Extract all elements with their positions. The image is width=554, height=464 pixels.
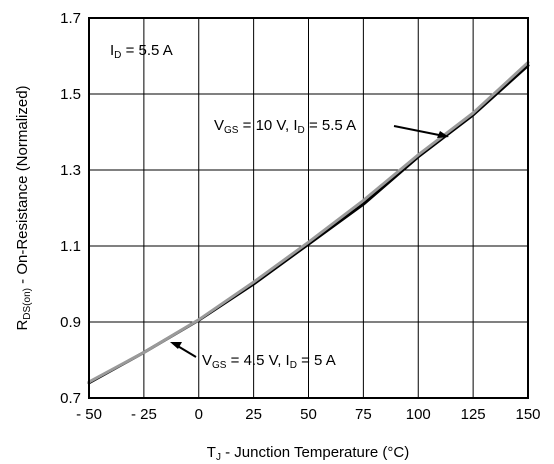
annotation-vgs-10: VGS = 10 V, ID = 5.5 A — [214, 117, 356, 136]
annotation-vgs-4-5-d: D — [290, 360, 297, 371]
x-tick-labels: - 50 - 25 0 25 50 75 100 125 150 — [76, 406, 540, 423]
x-tick-label: 75 — [355, 406, 372, 423]
y-tick-label: 1.1 — [60, 238, 81, 255]
x-tick-label: - 50 — [76, 406, 102, 423]
y-axis-label-main: R — [14, 320, 31, 331]
annotation-vgs-10-end: = 5.5 A — [305, 117, 356, 134]
annotation-vgs-10-v: V — [214, 117, 224, 134]
x-tick-label: 150 — [515, 406, 540, 423]
annotation-vgs-10-mid: = 10 V, I — [238, 117, 297, 134]
annotation-vgs-10-gs: GS — [224, 125, 239, 136]
x-tick-label: 50 — [300, 406, 317, 423]
y-tick-labels: 0.7 0.9 1.1 1.3 1.5 1.7 — [60, 10, 81, 407]
y-tick-label: 1.7 — [60, 10, 81, 27]
series-line-vgs-4-5 — [87, 61, 530, 384]
annotation-vgs-4-5-arrowhead — [170, 342, 182, 349]
annotation-vgs-4-5: VGS = 4.5 V, ID = 5 A — [202, 352, 336, 371]
y-axis-label-sub: DS(on) — [22, 288, 33, 320]
annotation-vgs-4-5-v: V — [202, 352, 212, 369]
annotation-current: ID = 5.5 A — [110, 42, 173, 61]
annotation-vgs-4-5-end: = 5 A — [297, 352, 336, 369]
annotation-vgs-10-d: D — [298, 125, 305, 136]
x-tick-label: 125 — [461, 406, 486, 423]
x-tick-label: 25 — [245, 406, 262, 423]
annotation-vgs-10-arrowhead — [437, 131, 449, 138]
y-tick-label: 0.9 — [60, 314, 81, 331]
x-axis-label-rest: - Junction Temperature (°C) — [221, 444, 409, 461]
y-tick-label: 1.5 — [60, 86, 81, 103]
y-tick-label: 1.3 — [60, 162, 81, 179]
x-axis-label: TJ - Junction Temperature (°C) — [207, 444, 409, 463]
y-tick-label: 0.7 — [60, 390, 81, 407]
annotation-current-sub: D — [114, 50, 121, 61]
x-tick-label: 100 — [406, 406, 431, 423]
series-layer — [87, 61, 530, 385]
y-axis-label-rest: - On-Resistance (Normalized) — [14, 85, 31, 288]
x-axis-label-main: T — [207, 444, 216, 461]
annotation-vgs-10-arrow — [393, 125, 445, 137]
annotation-vgs-4-5-mid: = 4.5 V, I — [226, 352, 289, 369]
annotation-vgs-4-5-gs: GS — [212, 360, 227, 371]
annotation-current-main: I — [110, 42, 114, 59]
annotation-current-rest: = 5.5 A — [121, 42, 172, 59]
y-axis-label: RDS(on) - On-Resistance (Normalized) — [14, 85, 33, 330]
x-axis-label-sub: J — [216, 452, 221, 463]
x-tick-label: 0 — [195, 406, 203, 423]
grid — [89, 18, 528, 398]
x-tick-label: - 25 — [131, 406, 157, 423]
annotation-vgs-4-5-arrow — [175, 344, 197, 358]
plot-frame — [88, 17, 529, 399]
